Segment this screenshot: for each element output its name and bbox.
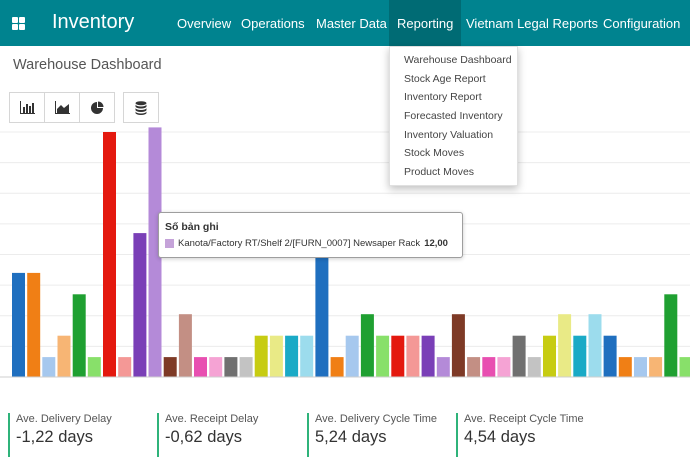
tooltip-swatch xyxy=(165,239,174,248)
chart-bar[interactable] xyxy=(224,357,238,377)
chart-bar[interactable] xyxy=(300,335,314,377)
kpi-label: Ave. Receipt Cycle Time xyxy=(464,413,584,425)
bar-chart-icon xyxy=(19,101,35,114)
chart-bar[interactable] xyxy=(573,335,587,377)
chart-tooltip: Số bản ghi Kanota/Factory RT/Shelf 2/[FU… xyxy=(158,212,463,258)
chart-bar[interactable] xyxy=(360,314,374,377)
menu-forecasted-inventory[interactable]: Forecasted Inventory xyxy=(404,110,503,123)
chart-bar[interactable] xyxy=(406,335,420,377)
nav-master-data[interactable]: Master Data xyxy=(316,16,387,31)
database-icon xyxy=(135,100,147,115)
menu-inventory-valuation[interactable]: Inventory Valuation xyxy=(404,128,494,141)
chart-bar[interactable] xyxy=(118,357,132,377)
chart-bar[interactable] xyxy=(603,335,617,377)
chart-bar[interactable] xyxy=(391,335,405,377)
chart-bar[interactable] xyxy=(679,357,690,377)
menu-stock-age-report[interactable]: Stock Age Report xyxy=(404,72,486,85)
chart-bar[interactable] xyxy=(512,335,526,377)
top-navbar: Inventory Overview Operations Master Dat… xyxy=(0,0,690,46)
tooltip-title: Số bản ghi xyxy=(165,221,219,233)
chart-bar[interactable] xyxy=(421,335,435,377)
kpi-delivery-delay: Ave. Delivery Delay -1,22 days xyxy=(8,413,112,457)
tooltip-label: Kanota/Factory RT/Shelf 2/[FURN_0007] Ne… xyxy=(178,238,421,249)
menu-product-moves[interactable]: Product Moves xyxy=(404,166,475,179)
database-button[interactable] xyxy=(123,92,159,123)
chart-bar[interactable] xyxy=(558,314,572,377)
nav-overview[interactable]: Overview xyxy=(177,16,232,31)
app-title[interactable]: Inventory xyxy=(52,11,135,33)
chart-bar[interactable] xyxy=(664,294,678,377)
chart-bar[interactable] xyxy=(330,357,344,377)
kpi-receipt-cycle-time: Ave. Receipt Cycle Time 4,54 days xyxy=(456,413,584,457)
kpi-value: -1,22 days xyxy=(16,428,94,446)
kpi-value: -0,62 days xyxy=(165,428,243,446)
kpi-label: Ave. Receipt Delay xyxy=(165,413,259,425)
chart-bar[interactable] xyxy=(649,357,663,377)
chart-bar[interactable] xyxy=(163,357,177,377)
chart-bar[interactable] xyxy=(345,335,359,377)
area-chart-button[interactable] xyxy=(44,92,80,123)
nav-reporting[interactable]: Reporting xyxy=(389,0,462,46)
chart-bar[interactable] xyxy=(618,357,632,377)
chart-bar[interactable] xyxy=(87,357,101,377)
chart-bar[interactable] xyxy=(588,314,602,377)
chart-bar[interactable] xyxy=(133,233,147,377)
bar-chart-button[interactable] xyxy=(9,92,45,123)
bar-chart xyxy=(0,127,690,378)
chart-bar[interactable] xyxy=(497,357,511,377)
chart-bar[interactable] xyxy=(178,314,192,377)
tooltip-row: Kanota/Factory RT/Shelf 2/[FURN_0007] Ne… xyxy=(165,238,456,249)
chart-bar[interactable] xyxy=(72,294,86,377)
reporting-dropdown: Warehouse Dashboard Stock Age Report Inv… xyxy=(389,46,518,186)
chart-bar[interactable] xyxy=(27,272,41,377)
chart-toolbar xyxy=(9,92,159,123)
kpi-value: 4,54 days xyxy=(464,428,536,446)
chart-bar[interactable] xyxy=(315,256,329,377)
chart-bar[interactable] xyxy=(436,357,450,377)
pie-chart-icon xyxy=(91,101,104,114)
chart-bar[interactable] xyxy=(482,357,496,377)
kpi-delivery-cycle-time: Ave. Delivery Cycle Time 5,24 days xyxy=(307,413,437,457)
apps-menu-icon[interactable] xyxy=(12,17,25,30)
chart-bar[interactable] xyxy=(239,357,253,377)
nav-vietnam-legal-reports[interactable]: Vietnam Legal Reports xyxy=(466,16,599,31)
menu-stock-moves[interactable]: Stock Moves xyxy=(404,147,465,160)
chart-bar[interactable] xyxy=(451,314,465,377)
area-chart-icon xyxy=(54,101,70,114)
menu-inventory-report[interactable]: Inventory Report xyxy=(404,91,482,104)
chart-bar[interactable] xyxy=(12,272,25,377)
chart-bar[interactable] xyxy=(543,335,556,377)
chart-bar[interactable] xyxy=(103,132,116,377)
chart-bar[interactable] xyxy=(42,357,56,377)
chart-bar[interactable] xyxy=(285,335,299,377)
kpi-label: Ave. Delivery Cycle Time xyxy=(315,413,438,425)
nav-operations[interactable]: Operations xyxy=(241,16,305,31)
chart-bar[interactable] xyxy=(467,357,481,377)
kpi-receipt-delay: Ave. Receipt Delay -0,62 days xyxy=(157,413,258,457)
chart-bar[interactable] xyxy=(254,335,268,377)
chart-bar[interactable] xyxy=(269,335,283,377)
chart-bar[interactable] xyxy=(209,357,223,377)
page-title: Warehouse Dashboard xyxy=(13,57,162,73)
kpi-label: Ave. Delivery Delay xyxy=(16,413,112,425)
chart-bar[interactable] xyxy=(194,357,207,377)
nav-configuration[interactable]: Configuration xyxy=(603,16,681,31)
chart-bar[interactable] xyxy=(376,335,390,377)
chart-bar[interactable] xyxy=(634,357,647,377)
chart-bar[interactable] xyxy=(57,335,71,377)
pie-chart-button[interactable] xyxy=(79,92,115,123)
tooltip-value: 12,00 xyxy=(424,238,448,249)
menu-warehouse-dashboard[interactable]: Warehouse Dashboard xyxy=(404,54,512,66)
chart-bar[interactable] xyxy=(527,357,541,377)
kpi-value: 5,24 days xyxy=(315,428,387,446)
chart-bar[interactable] xyxy=(148,127,162,378)
